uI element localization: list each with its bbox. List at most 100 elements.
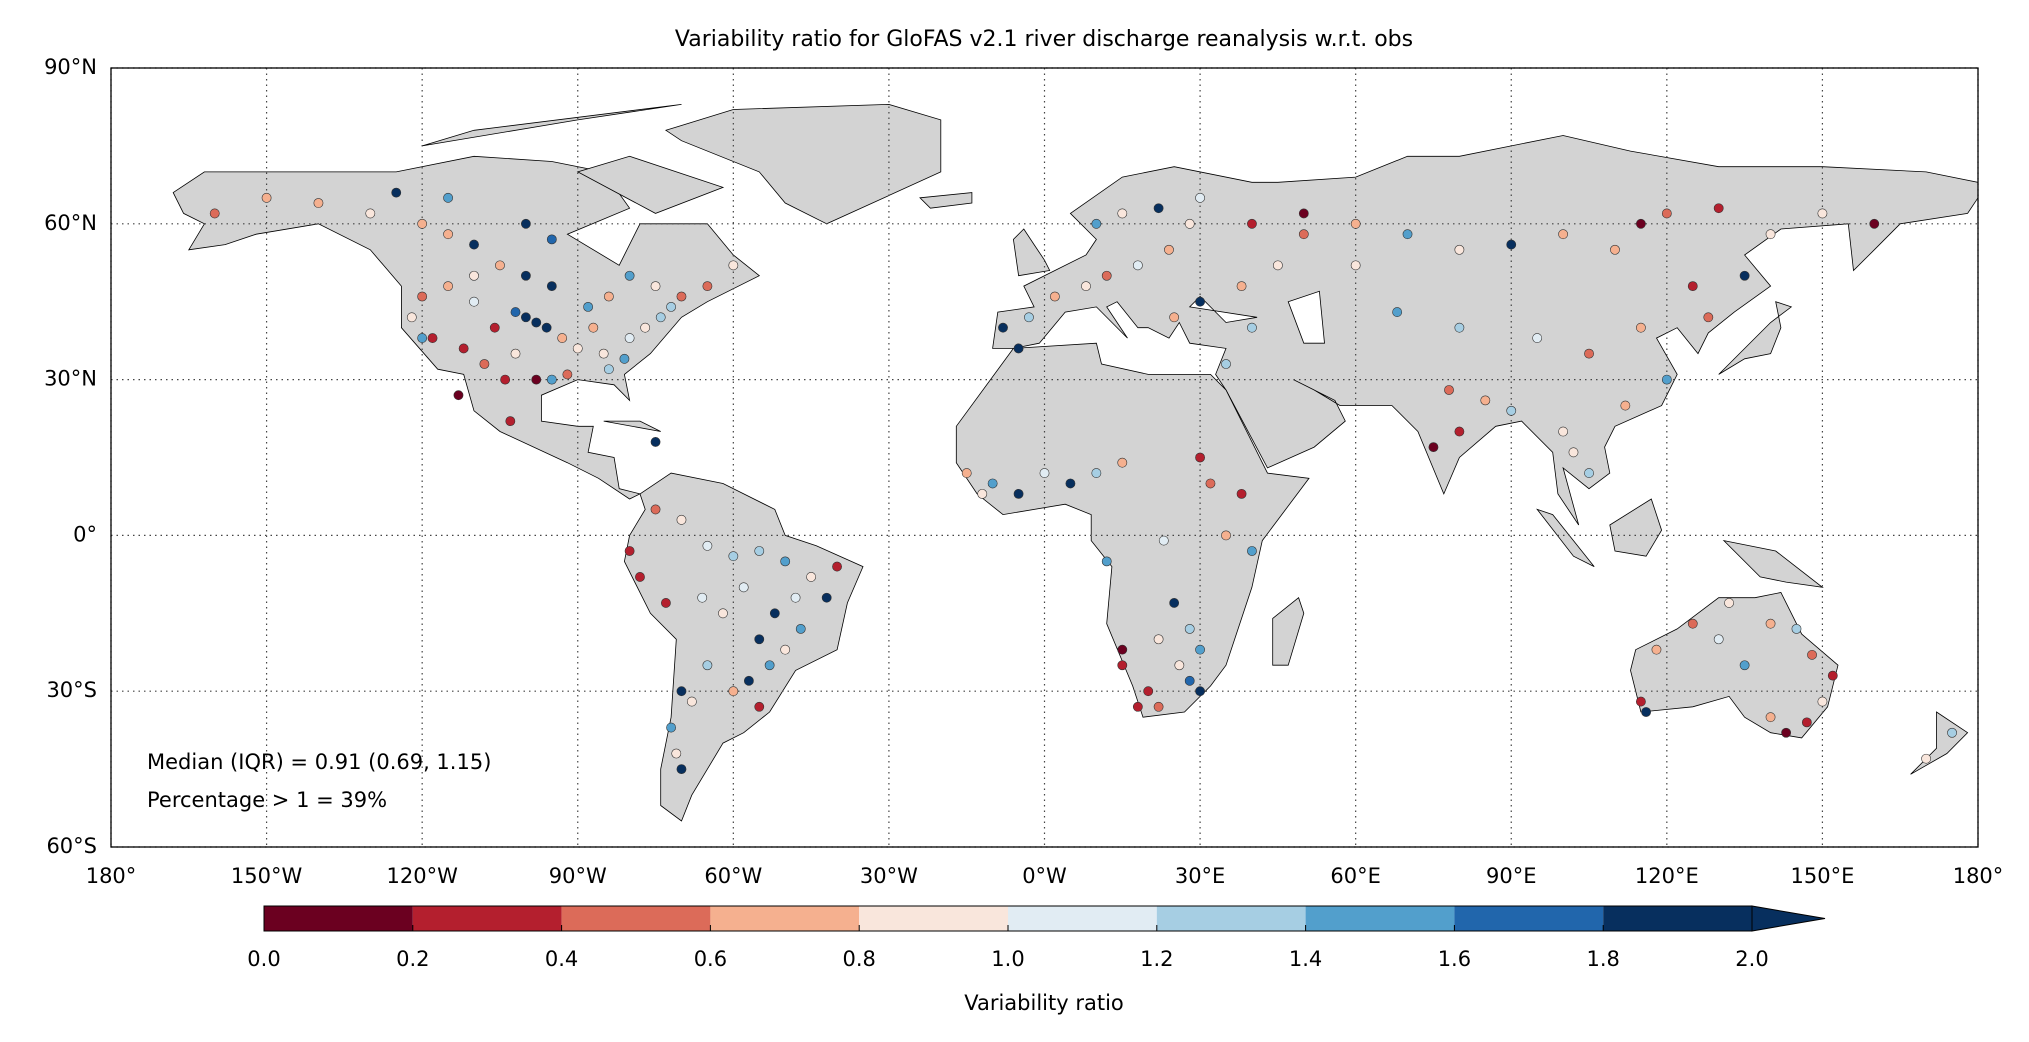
- station: [531, 374, 542, 385]
- station: [500, 374, 511, 385]
- colorbar: 0.0 0.2 0.4 0.6 0.8 1.0 1.2 1.4 1.6 1.8 2.0: [247, 905, 1826, 971]
- colorbar-tick-label: 0.2: [396, 947, 429, 971]
- station: [821, 592, 832, 603]
- station: [531, 317, 542, 328]
- station: [702, 281, 713, 292]
- station: [666, 301, 676, 312]
- station: [1636, 218, 1646, 229]
- station: [1236, 281, 1247, 292]
- colorbar-extend: [1751, 905, 1826, 932]
- station: [313, 198, 324, 208]
- x-tick-label: 90°W: [549, 864, 607, 888]
- x-tick-label: 120°W: [386, 864, 458, 888]
- land: [919, 192, 973, 209]
- station: [1869, 218, 1880, 229]
- station: [1532, 333, 1543, 343]
- station: [650, 437, 661, 447]
- station: [624, 270, 635, 281]
- colorbar-segment: [1454, 906, 1604, 931]
- station: [1101, 270, 1112, 281]
- station: [1065, 478, 1076, 489]
- station: [469, 270, 479, 281]
- x-tick-label: 30°W: [860, 864, 918, 888]
- station: [619, 353, 630, 364]
- station: [702, 660, 713, 671]
- station: [780, 556, 791, 567]
- station: [1195, 644, 1205, 655]
- station: [520, 312, 531, 323]
- station: [546, 234, 557, 245]
- y-tick-label: 60°S: [46, 834, 97, 858]
- station: [1195, 686, 1205, 697]
- station: [738, 582, 749, 593]
- station: [520, 218, 531, 229]
- x-tick-label: 0°W: [1022, 864, 1067, 888]
- station: [1610, 244, 1620, 255]
- station: [1765, 229, 1776, 240]
- x-tick-label: 90°E: [1486, 864, 1537, 888]
- station: [1739, 660, 1750, 671]
- y-tick-label: 30°S: [46, 678, 97, 702]
- colorbar-segment: [1603, 906, 1752, 931]
- station: [1132, 701, 1143, 712]
- x-tick-label: 150°W: [231, 864, 303, 888]
- station: [1651, 644, 1662, 655]
- station: [1164, 244, 1174, 255]
- station: [728, 551, 739, 562]
- station: [1247, 546, 1257, 556]
- station: [1081, 281, 1091, 292]
- station: [1236, 488, 1247, 499]
- station: [1687, 618, 1698, 629]
- station: [795, 623, 806, 634]
- annotation: Percentage > 1 = 39%: [147, 788, 387, 812]
- station: [1454, 322, 1465, 333]
- station: [728, 686, 739, 697]
- station: [1091, 468, 1102, 478]
- station: [702, 540, 713, 551]
- station: [510, 307, 521, 317]
- y-tick-label: 60°N: [44, 211, 97, 235]
- station: [1739, 270, 1750, 281]
- station: [261, 192, 272, 203]
- station: [443, 281, 453, 292]
- station: [1713, 634, 1724, 645]
- station: [1827, 670, 1838, 681]
- station: [650, 504, 661, 515]
- colorbar-segment: [264, 906, 413, 931]
- station: [1013, 488, 1024, 499]
- station: [635, 572, 645, 582]
- station: [417, 291, 428, 302]
- station: [640, 322, 651, 333]
- station: [1091, 218, 1102, 229]
- station: [588, 322, 599, 333]
- annotation: Median (IQR) = 0.91 (0.69, 1.15): [147, 750, 491, 774]
- station: [1454, 426, 1465, 437]
- station: [655, 312, 666, 323]
- station: [1558, 229, 1569, 240]
- station: [489, 322, 500, 333]
- station: [1117, 644, 1128, 655]
- station: [469, 239, 479, 250]
- station: [1687, 281, 1698, 292]
- colorbar-tick-label: 1.6: [1438, 947, 1471, 971]
- land: [1722, 539, 1824, 588]
- station: [1947, 727, 1957, 738]
- station: [1158, 535, 1169, 546]
- station: [1568, 447, 1579, 458]
- colorbar-tick-label: 0.4: [545, 947, 578, 971]
- station: [546, 374, 557, 385]
- station: [1195, 296, 1205, 307]
- station: [458, 343, 469, 354]
- x-tick-label: 180°: [1953, 864, 2004, 888]
- station: [1169, 312, 1180, 323]
- station: [764, 660, 775, 671]
- station: [1781, 727, 1792, 738]
- station: [1298, 208, 1309, 219]
- colorbar-tick-label: 0.8: [842, 947, 875, 971]
- land: [1609, 498, 1663, 557]
- station: [676, 764, 687, 774]
- land: [603, 420, 661, 432]
- land: [1536, 508, 1595, 567]
- station: [1454, 244, 1465, 255]
